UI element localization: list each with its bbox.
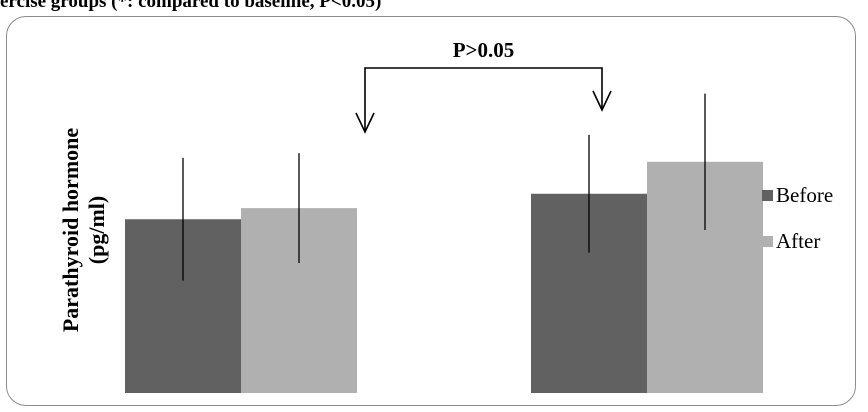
chart-frame <box>6 16 856 406</box>
bracket-arrowhead-1 <box>355 112 375 134</box>
y-axis-label-line-1: Parathyroid hormone <box>58 127 83 333</box>
legend-item-after: After <box>762 228 833 254</box>
significance-label: P>0.05 <box>453 38 515 62</box>
legend-label-before: Before <box>776 182 834 207</box>
figure-caption: ercise groups (*: compared to baseline, … <box>0 0 382 12</box>
significance-bracket <box>364 67 603 132</box>
y-axis-label: Parathyroid hormone (pg/ml) <box>58 128 110 332</box>
legend-item-before: Before <box>762 182 833 208</box>
legend: Before After <box>762 182 833 274</box>
legend-swatch-before <box>762 189 773 201</box>
bracket-arrowhead-2 <box>592 90 612 112</box>
legend-label-after: After <box>776 228 821 253</box>
y-axis-label-line-2: (pg/ml) <box>84 195 109 265</box>
legend-swatch-after <box>762 235 773 247</box>
